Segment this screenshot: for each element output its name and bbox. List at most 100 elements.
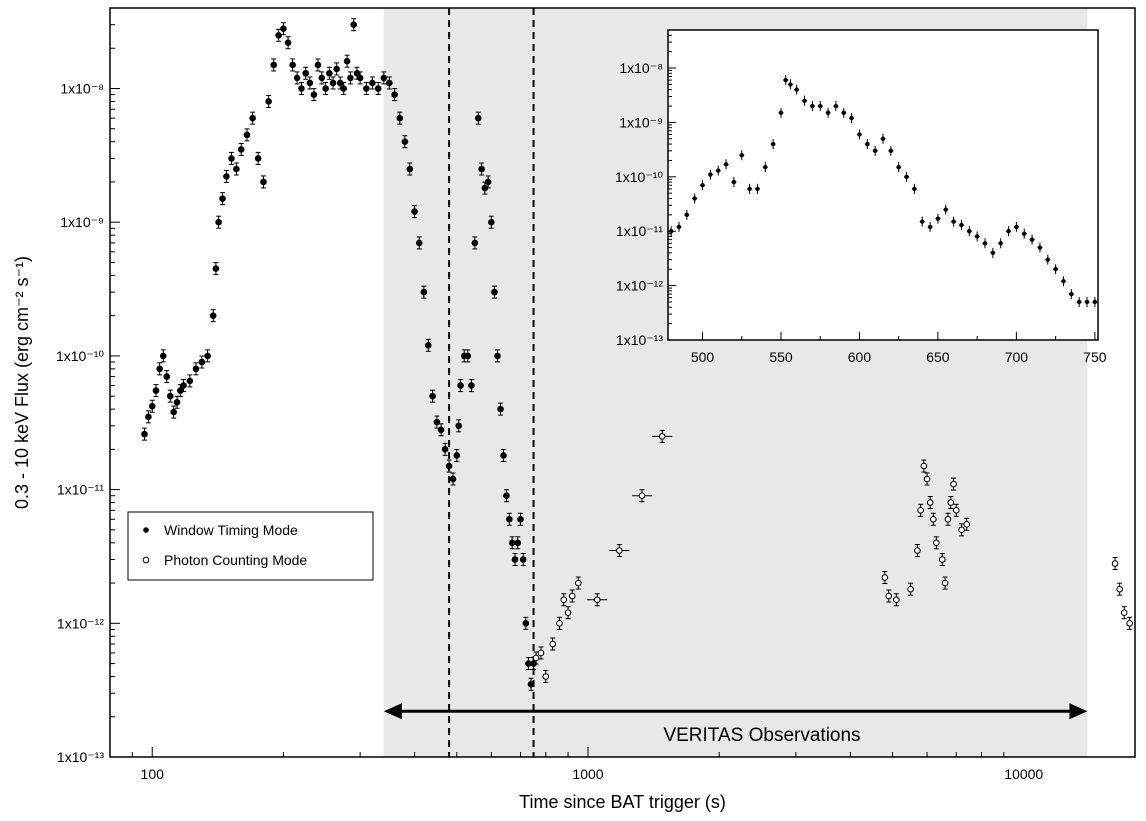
inset-x-tick-label: 600 (848, 349, 872, 365)
pc-point-19 (920, 462, 928, 470)
pc-point-29 (952, 507, 960, 514)
wt-point-32 (284, 39, 292, 47)
inset-point-54 (1084, 299, 1090, 305)
wt-point-14 (198, 358, 206, 366)
wt-point-67 (437, 426, 445, 434)
pc-point-4 (556, 619, 563, 627)
x-axis-title: Time since BAT trigger (s) (519, 792, 726, 812)
inset-background (668, 30, 1098, 340)
veritas-arrow (383, 703, 1088, 720)
inset-point-35 (935, 216, 941, 221)
pc-point-31 (963, 521, 971, 528)
wt-point-61 (411, 208, 418, 215)
wt-point-24 (243, 131, 251, 139)
wt-point-84 (494, 352, 501, 360)
wt-point-34 (293, 74, 301, 82)
legend-wt-marker (143, 527, 149, 533)
wt-point-10 (177, 387, 184, 394)
plot-frame (109, 7, 1136, 758)
wt-point-56 (386, 79, 393, 87)
inset-point-20 (818, 103, 823, 109)
inset-point-3 (692, 196, 697, 201)
wt-point-86 (500, 452, 507, 459)
wt-point-68 (441, 446, 449, 453)
wt-point-43 (329, 79, 337, 87)
wt-point-57 (391, 91, 398, 98)
wt-series-points (141, 18, 537, 691)
pc-point-20 (923, 475, 931, 483)
wt-point-53 (369, 79, 376, 87)
wt-point-51 (356, 74, 364, 82)
wt-point-55 (380, 74, 388, 82)
legend: Window Timing Mode Photon Counting Mode (127, 511, 374, 581)
wt-point-5 (159, 352, 167, 360)
wt-point-8 (170, 408, 177, 416)
wt-point-19 (219, 195, 226, 202)
y-axis-title: 0.3 - 10 keV Flux (erg cm⁻² s⁻¹) (12, 256, 32, 509)
wt-point-88 (506, 515, 513, 523)
inset-point-50 (1053, 267, 1058, 272)
inset-point-1 (676, 224, 682, 230)
inset-y-tick-label: 1x10⁻⁹ (619, 114, 663, 130)
inset-y-tick-label: 1x10⁻¹¹ (616, 223, 663, 239)
wt-point-23 (237, 146, 245, 153)
wt-point-35 (298, 85, 305, 92)
wt-point-29 (270, 61, 278, 69)
pc-point-2 (542, 673, 550, 680)
inset-point-7 (723, 162, 729, 167)
pc-point-7 (568, 592, 576, 600)
wt-point-39 (314, 61, 322, 69)
y-tick-label: 1x10⁻¹¹ (57, 482, 104, 498)
inset-y-tick-label: 1x10⁻¹³ (616, 332, 663, 348)
wt-point-96 (527, 680, 535, 688)
pc-point-6 (564, 609, 572, 617)
wt-point-83 (491, 288, 498, 296)
wt-point-60 (406, 165, 414, 173)
pc-series-points (532, 429, 1133, 684)
wt-point-16 (209, 312, 217, 319)
inset-point-19 (810, 103, 815, 109)
pc-point-9 (593, 596, 601, 604)
inset-point-29 (888, 148, 894, 154)
inset-point-8 (731, 179, 737, 185)
y-axis-ticks: 1x10⁻¹³ 1x10⁻¹² 1x10⁻¹¹ 1x10⁻¹⁰ 1x10⁻⁹ 1x10⁻⁸ (56, 7, 120, 765)
pc-point-25 (941, 579, 949, 587)
wt-point-85 (497, 405, 504, 413)
veritas-annotation: VERITAS Observations (663, 725, 860, 746)
wt-point-37 (306, 79, 314, 87)
wt-point-30 (275, 31, 282, 39)
inset-points (668, 75, 1098, 307)
pc-point-35 (1126, 619, 1133, 627)
wt-point-20 (223, 173, 230, 180)
wt-point-46 (340, 85, 347, 92)
wt-point-3 (152, 387, 160, 394)
wt-point-13 (192, 365, 200, 373)
wt-point-1 (145, 413, 152, 421)
inset-point-27 (872, 148, 878, 154)
inset-x-ticks: 500 550 600 650 700 750 (691, 332, 1107, 365)
inset-point-9 (739, 152, 744, 158)
wt-point-58 (396, 114, 404, 122)
inset-point-15 (783, 77, 788, 83)
inset-point-44 (1006, 229, 1011, 234)
wt-point-70 (449, 475, 457, 483)
y-tick-label: 1x10⁻¹² (57, 615, 104, 631)
pc-point-16 (907, 585, 914, 593)
pc-point-5 (560, 596, 568, 604)
wt-point-73 (457, 382, 464, 389)
x-axis-ticks: 100 1000 10000 (109, 747, 1043, 782)
wt-point-87 (503, 492, 510, 500)
wt-point-40 (318, 74, 326, 82)
inset-y-tick-label: 1x10⁻¹² (616, 278, 663, 294)
wt-point-92 (517, 515, 524, 523)
inset-point-34 (927, 224, 933, 230)
inset-point-4 (700, 183, 705, 188)
legend-pc-marker (142, 556, 150, 564)
wt-point-9 (173, 398, 181, 406)
inset-point-18 (802, 98, 807, 103)
inset-x-tick-label: 500 (691, 349, 715, 365)
wt-point-36 (302, 69, 309, 77)
pc-point-26 (944, 515, 952, 523)
pc-point-3 (549, 640, 557, 648)
